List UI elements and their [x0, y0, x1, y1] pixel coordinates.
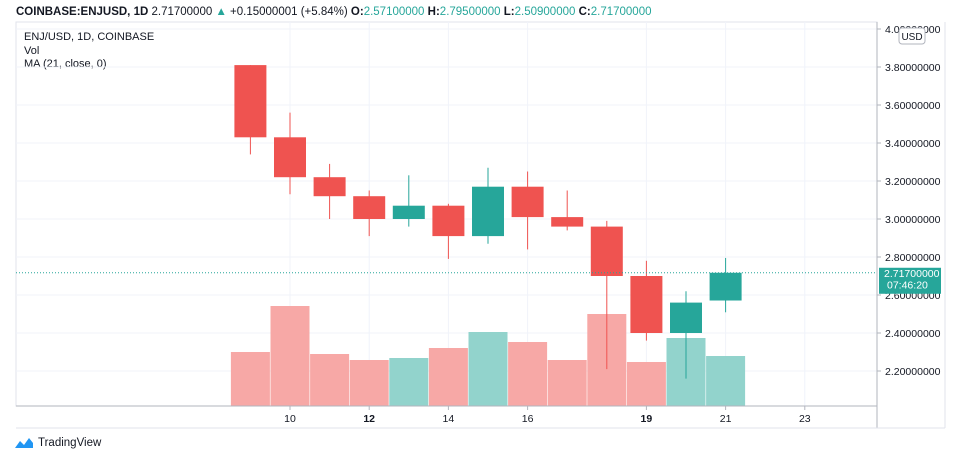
candle[interactable]: [670, 291, 702, 379]
price-tick-label: 3.00000000: [885, 214, 941, 226]
volume-bar: [349, 360, 389, 406]
price-tick-label: 3.60000000: [885, 100, 941, 112]
candle-body: [432, 205, 465, 237]
candle[interactable]: [472, 167, 504, 244]
candle-body: [353, 196, 386, 219]
open-label: O:: [350, 6, 364, 18]
time-tick-label: 23: [799, 413, 811, 425]
volume-bar: [389, 358, 429, 406]
candle[interactable]: [630, 260, 663, 341]
candlesticks: [234, 65, 742, 379]
time-axis: 10 12 14 16 19 21 23: [16, 405, 945, 429]
candle[interactable]: [432, 203, 465, 259]
open-value: 2.57100000: [363, 6, 425, 18]
currency-label: USD: [901, 32, 922, 43]
price-tick-label: 3.20000000: [885, 176, 941, 188]
last-price-axis-label: 2.71700000: [884, 268, 940, 280]
price-tick-label: 3.80000000: [885, 62, 941, 74]
volume-bar: [230, 352, 270, 406]
low-label: L:: [503, 6, 515, 18]
close-label: C:: [578, 6, 591, 18]
candle-body: [709, 272, 742, 301]
tradingview-logo-icon: [15, 438, 33, 448]
low-value: 2.50900000: [514, 6, 576, 18]
symbol-header: COINBASE:ENJUSD, 1D 2.71700000 ▲ +0.1500…: [16, 6, 652, 18]
volume-bar: [706, 356, 746, 406]
high-label: H:: [427, 6, 440, 18]
time-tick-label: 12: [363, 413, 375, 425]
price-tick-label: 3.40000000: [885, 138, 941, 150]
price-tick-label: 2.40000000: [885, 328, 941, 340]
candle-body: [313, 177, 346, 197]
symbol-title[interactable]: COINBASE:ENJUSD, 1D: [16, 6, 149, 18]
volume-bar: [428, 348, 468, 406]
time-tick-label: 14: [443, 413, 455, 425]
candle[interactable]: [353, 190, 386, 237]
price-change: +0.15000001 (+5.84%): [230, 6, 348, 18]
candle-body: [551, 217, 584, 227]
bar-countdown: 07:46:20: [887, 279, 928, 291]
volume-bar: [508, 342, 548, 406]
last-price-badge: 2.71700000 07:46:20: [879, 267, 941, 294]
last-price: 2.71700000: [151, 6, 213, 18]
candle[interactable]: [709, 257, 742, 313]
time-tick-label: 19: [641, 413, 653, 425]
price-tick-label: 2.80000000: [885, 252, 941, 264]
volume-bar: [270, 306, 310, 406]
legend-series-title[interactable]: ENJ/USD, 1D, COINBASE: [24, 31, 155, 43]
volume-bars: [230, 306, 746, 406]
legend-volume[interactable]: Vol: [24, 44, 40, 57]
candle-body: [392, 205, 425, 219]
candle[interactable]: [313, 163, 346, 219]
candle[interactable]: [551, 190, 584, 231]
brand-name: TradingView: [38, 437, 102, 449]
time-tick-label: 10: [284, 413, 296, 425]
candle-body: [511, 186, 544, 218]
candle-body: [670, 302, 702, 333]
candle[interactable]: [234, 65, 267, 155]
close-value: 2.71700000: [590, 6, 652, 18]
candle-body: [630, 276, 663, 333]
volume-bar: [468, 332, 508, 406]
volume-bar: [626, 362, 666, 406]
candle[interactable]: [274, 112, 306, 195]
currency-badge[interactable]: USD: [898, 27, 926, 45]
candle[interactable]: [511, 171, 544, 250]
footer-brand[interactable]: TradingView: [14, 437, 101, 449]
candle-body: [234, 65, 267, 138]
time-tick-label: 21: [720, 413, 732, 425]
candle[interactable]: [392, 175, 425, 227]
volume-bar: [310, 354, 350, 406]
price-tick-label: 2.20000000: [885, 366, 941, 378]
time-tick-label: 16: [522, 413, 534, 425]
candle-body: [590, 226, 623, 276]
price-axis: 4.000000003.800000003.600000003.40000000…: [876, 22, 946, 428]
high-value: 2.79500000: [439, 6, 501, 18]
candle-body: [274, 137, 306, 178]
candle-body: [472, 186, 504, 237]
up-triangle-icon: ▲: [215, 6, 227, 18]
candle[interactable]: [590, 220, 623, 370]
volume-bar: [547, 360, 587, 406]
